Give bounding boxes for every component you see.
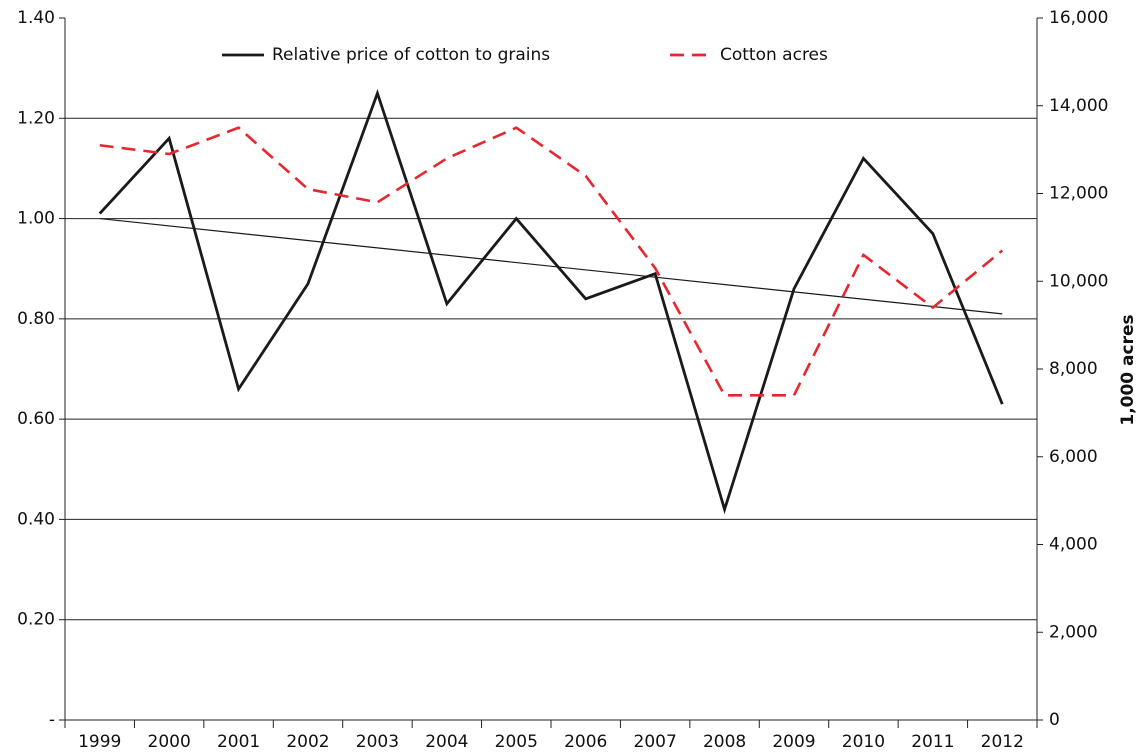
x-tick-label: 2000 xyxy=(148,732,191,752)
x-tick-label: 1999 xyxy=(78,732,121,752)
x-tick-label: 2008 xyxy=(703,732,746,752)
y-tick-label: 0.20 xyxy=(17,610,55,630)
y2-tick-label: 6,000 xyxy=(1049,447,1098,467)
x-tick-label: 2006 xyxy=(564,732,607,752)
x-tick-label: 2007 xyxy=(634,732,677,752)
y2-tick-label: 4,000 xyxy=(1049,535,1098,555)
y-tick-label: - xyxy=(49,710,55,730)
y2-tick-label: 12,000 xyxy=(1049,184,1108,204)
trend-line xyxy=(99,217,1003,315)
x-tick-label: 2005 xyxy=(495,732,538,752)
legend-label: Cotton acres xyxy=(720,45,828,65)
legend-label: Relative price of cotton to grains xyxy=(272,45,550,65)
y2-tick-label: 10,000 xyxy=(1049,271,1108,291)
x-tick-label: 2012 xyxy=(981,732,1024,752)
y2-axis-label: 1,000 acres xyxy=(1118,314,1138,425)
x-tick-label: 2001 xyxy=(217,732,260,752)
y-tick-label: 0.40 xyxy=(17,509,55,529)
y2-tick-label: 8,000 xyxy=(1049,359,1098,379)
y-tick-label: 0.80 xyxy=(17,309,55,329)
x-tick-label: 2004 xyxy=(425,732,468,752)
series-line xyxy=(98,88,1004,515)
y-tick-label: 1.00 xyxy=(17,209,55,229)
y-tick-label: 1.40 xyxy=(17,8,55,28)
series-line xyxy=(99,126,1004,397)
x-tick-label: 2003 xyxy=(356,732,399,752)
x-tick-label: 2009 xyxy=(772,732,815,752)
y2-tick-label: 16,000 xyxy=(1049,8,1108,28)
y-tick-label: 1.20 xyxy=(17,108,55,128)
y-tick-label: 0.60 xyxy=(17,409,55,429)
y2-tick-label: 0 xyxy=(1049,710,1060,730)
y2-tick-label: 2,000 xyxy=(1049,622,1098,642)
x-tick-label: 2011 xyxy=(911,732,954,752)
y2-tick-label: 14,000 xyxy=(1049,96,1108,116)
x-tick-label: 2010 xyxy=(842,732,885,752)
x-tick-label: 2002 xyxy=(286,732,329,752)
